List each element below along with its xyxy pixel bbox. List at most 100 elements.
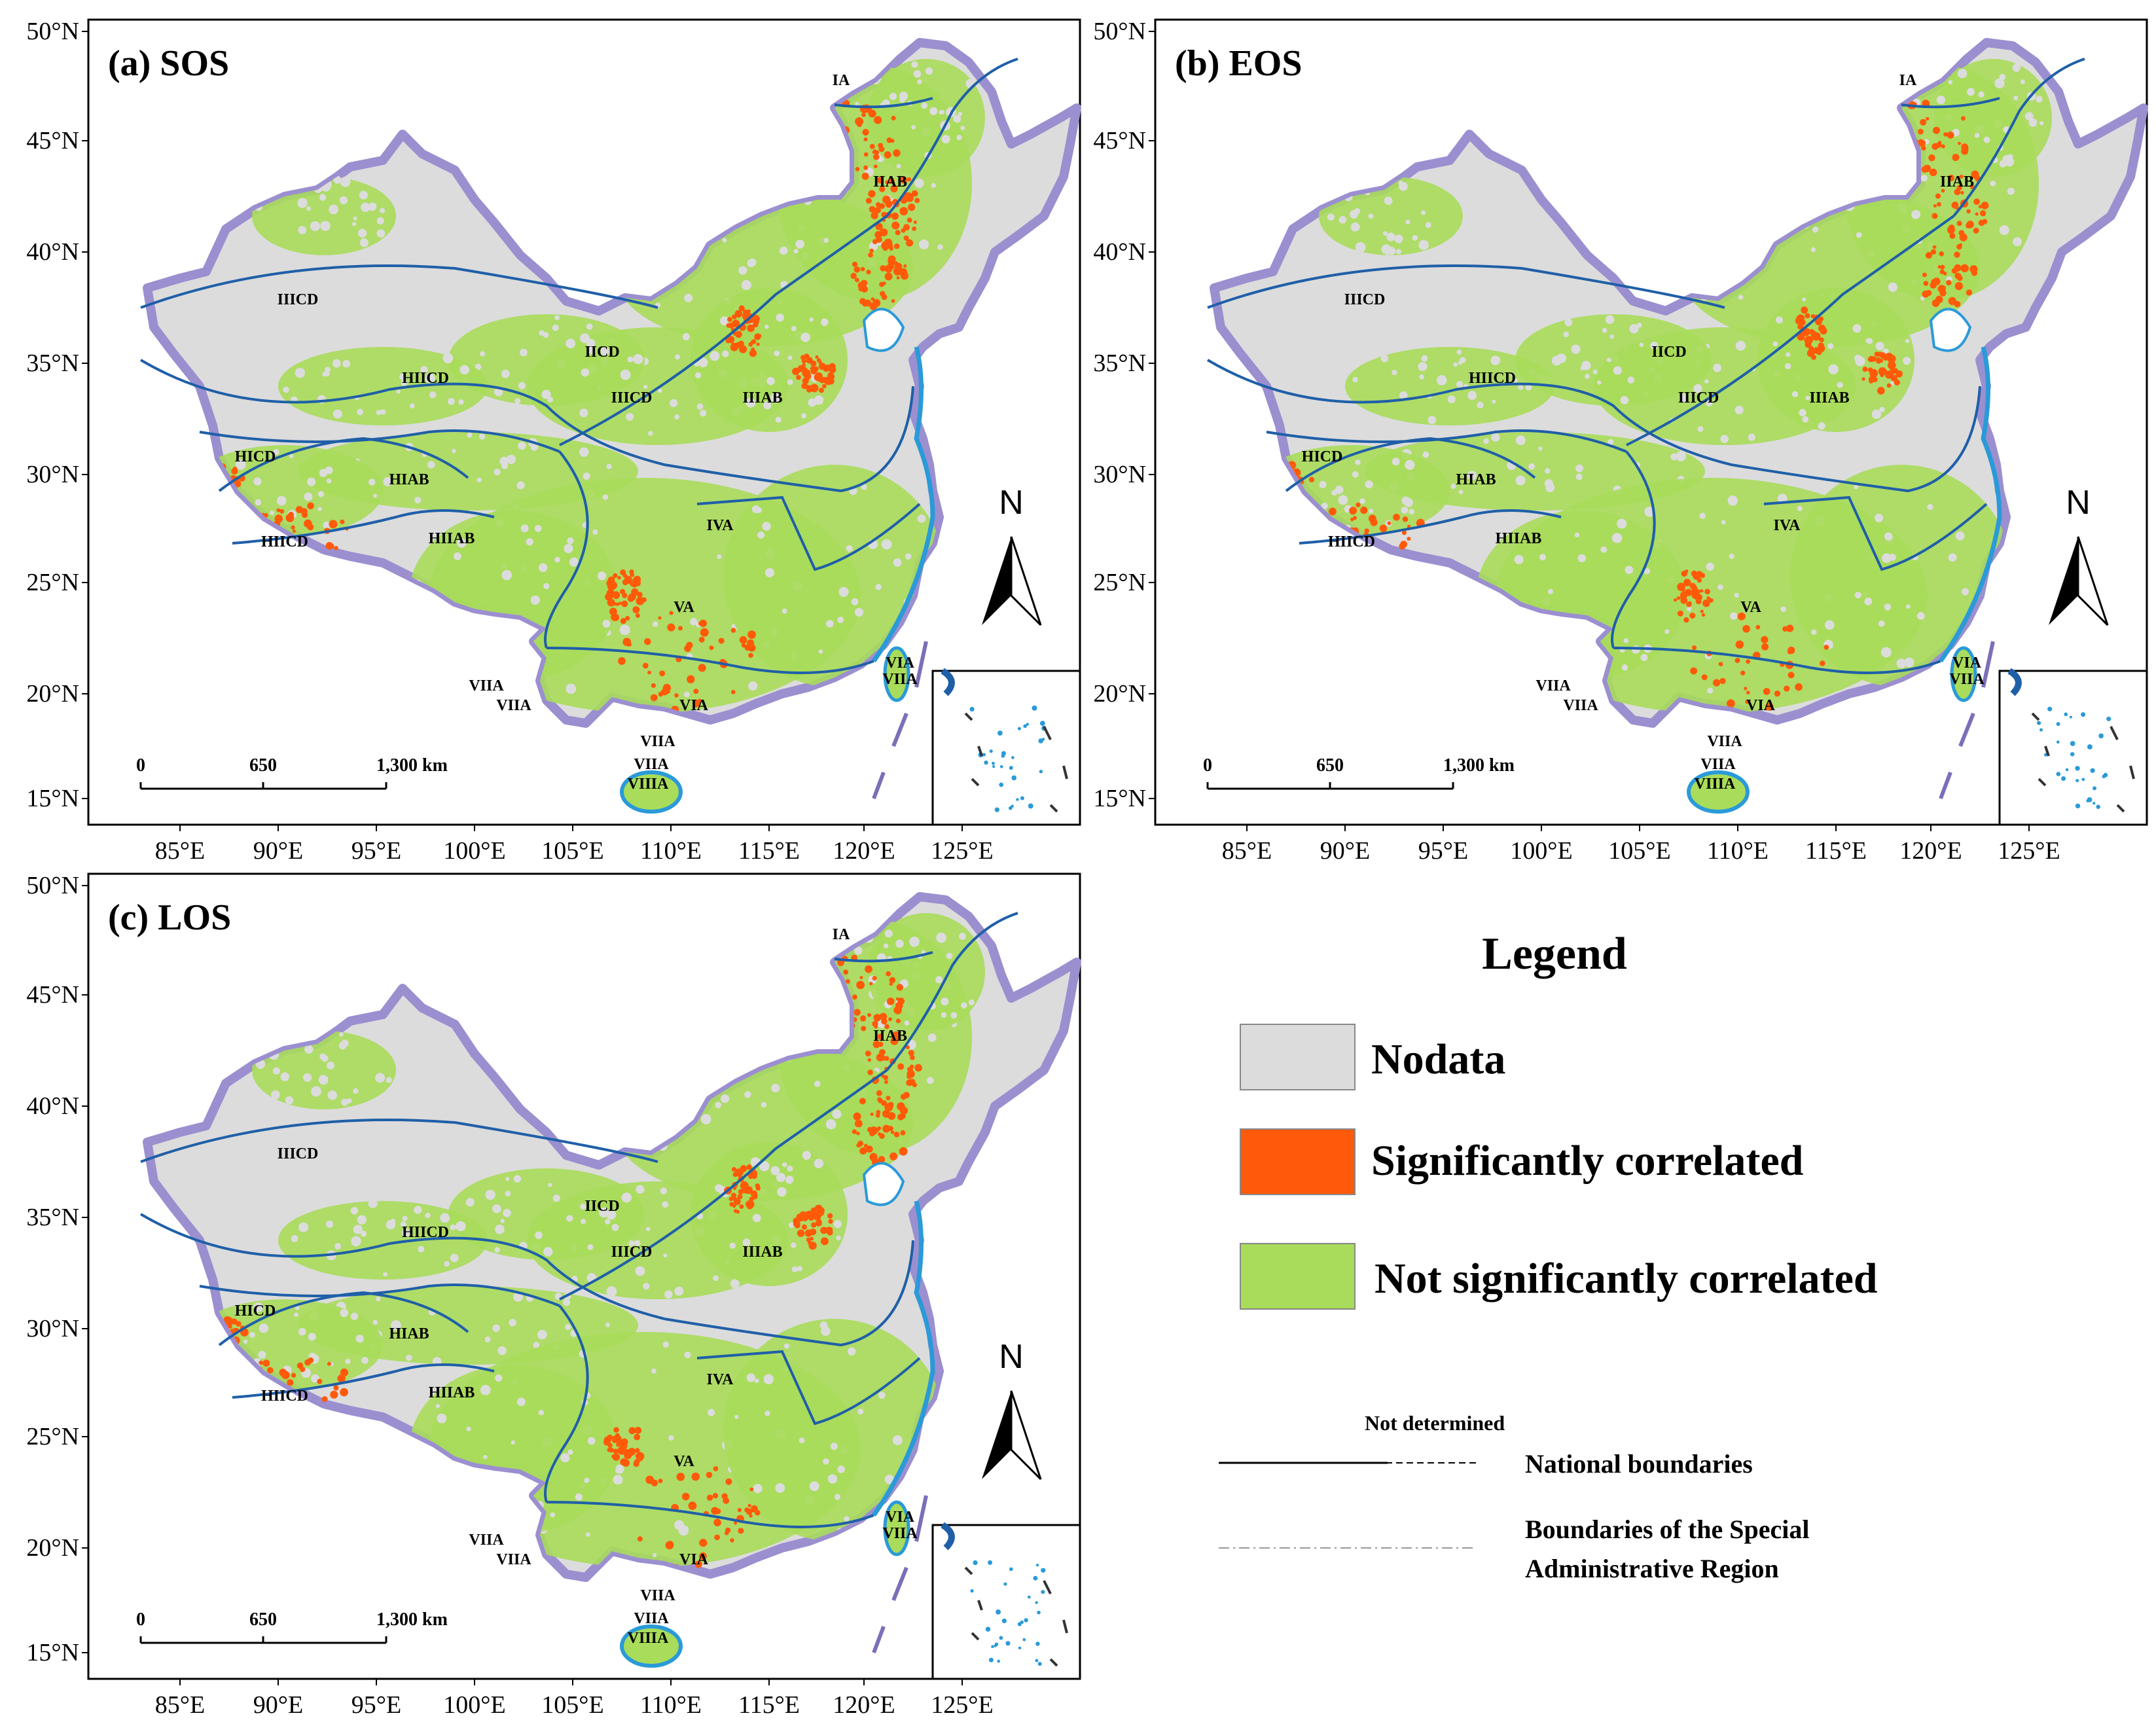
nodata-speck (747, 259, 755, 268)
significant-speck (1941, 189, 1945, 193)
legend-label-significant: Significantly correlated (1371, 1137, 1804, 1185)
panel-label: (a) SOS (108, 43, 229, 84)
significant-speck (913, 220, 917, 224)
significant-speck (869, 143, 875, 149)
significant-speck (1808, 346, 1814, 351)
significant-speck (749, 1487, 754, 1492)
nodata-speck (662, 1201, 669, 1208)
not-significant-area (1319, 177, 1463, 255)
significant-speck (1932, 278, 1941, 285)
significant-speck (1744, 687, 1748, 691)
significant-speck (867, 1013, 872, 1017)
nodata-speck (884, 929, 893, 938)
not-significant-area (1515, 314, 1712, 406)
significant-speck (611, 613, 620, 622)
ecozone-label: HIICD (402, 1224, 449, 1241)
nodata-speck (1735, 340, 1746, 351)
nodata-speck (911, 61, 918, 68)
inset-island (999, 1636, 1003, 1640)
significant-speck (232, 466, 238, 471)
significant-speck (873, 1014, 881, 1022)
nodata-speck (1805, 395, 1810, 401)
significant-speck (906, 1079, 913, 1086)
nodata-speck (795, 240, 804, 249)
significant-speck (1867, 357, 1873, 362)
significant-speck (801, 382, 808, 389)
nodata-speck (1395, 249, 1401, 255)
inset-dash-line (1062, 1619, 1068, 1634)
lon-tick-label: 110°E (1707, 837, 1769, 865)
significant-speck (750, 340, 755, 344)
nodata-speck (338, 1032, 344, 1037)
nodata-speck (550, 1512, 556, 1518)
significant-speck (266, 1367, 274, 1374)
lon-tick-label: 125°E (1998, 837, 2060, 865)
inset-dash-line (2044, 745, 2050, 757)
nodata-speck (857, 1409, 864, 1415)
nodata-speck (1777, 494, 1788, 503)
ecozone-boundary-line (696, 495, 921, 571)
inset-island (1039, 721, 1045, 727)
nodata-speck (475, 363, 482, 370)
nodata-speck (861, 484, 867, 490)
nodata-speck (1404, 498, 1413, 507)
nodata-speck (1456, 350, 1462, 355)
significant-speck (651, 1479, 658, 1486)
significant-speck (1877, 357, 1880, 361)
significant-speck (1350, 517, 1354, 522)
nodata-speck (308, 1333, 316, 1341)
nodata-speck (503, 1208, 511, 1217)
significant-speck (868, 190, 876, 198)
significant-speck (618, 656, 626, 665)
nodata-speck (311, 1086, 322, 1097)
lat-tick-label: 50°N (1093, 18, 1146, 45)
nodata-speck (1854, 592, 1861, 599)
significant-speck (234, 480, 240, 486)
nodata-speck (1875, 513, 1884, 522)
significant-speck (1761, 643, 1769, 651)
significant-speck (888, 1017, 893, 1022)
significant-speck (666, 1541, 674, 1548)
nodata-speck (844, 1516, 850, 1522)
ecozone-label: VIIA (496, 697, 531, 714)
ecozone-boundary-line (1952, 58, 2085, 217)
significant-speck (642, 662, 649, 669)
significant-speck (669, 611, 674, 615)
nodata-speck (717, 554, 722, 560)
nodata-speck (505, 1191, 511, 1196)
significant-speck (749, 1514, 753, 1518)
ecozone-label: VIIA (634, 1610, 669, 1627)
significant-speck (613, 573, 618, 579)
nodata-speck (1369, 509, 1374, 514)
significant-speck (633, 575, 641, 583)
inset-island (1003, 1582, 1007, 1586)
lon-tick-label: 90°E (1320, 837, 1370, 865)
significant-speck (1871, 356, 1877, 362)
north-arrow-right (1010, 536, 1042, 626)
nodata-speck (414, 496, 422, 504)
panel-label: (c) LOS (108, 897, 231, 938)
significant-speck (1704, 588, 1710, 595)
significant-speck (875, 223, 883, 230)
significant-speck (863, 1143, 869, 1148)
inset-island (1032, 705, 1037, 711)
nodata-speck (1706, 562, 1714, 571)
significant-speck (882, 241, 889, 249)
significant-speck (1918, 128, 1924, 135)
nodata-speck (720, 1094, 730, 1104)
nodata-speck (770, 393, 781, 403)
ecozone-label: IIICD (1678, 389, 1719, 406)
nodata-speck (854, 607, 864, 617)
nodata-speck (1436, 375, 1447, 386)
significant-speck (1689, 613, 1696, 619)
ecozone-label: IVA (1774, 517, 1801, 534)
significant-speck (285, 513, 295, 522)
significant-speck (861, 113, 866, 117)
panel-label: (b) EOS (1175, 43, 1303, 84)
significant-speck (878, 143, 884, 149)
significant-speck (1734, 658, 1740, 664)
significant-speck (1917, 139, 1925, 147)
nodata-speck (929, 107, 938, 115)
significant-speck (730, 1193, 736, 1198)
nodata-speck (1721, 520, 1726, 525)
